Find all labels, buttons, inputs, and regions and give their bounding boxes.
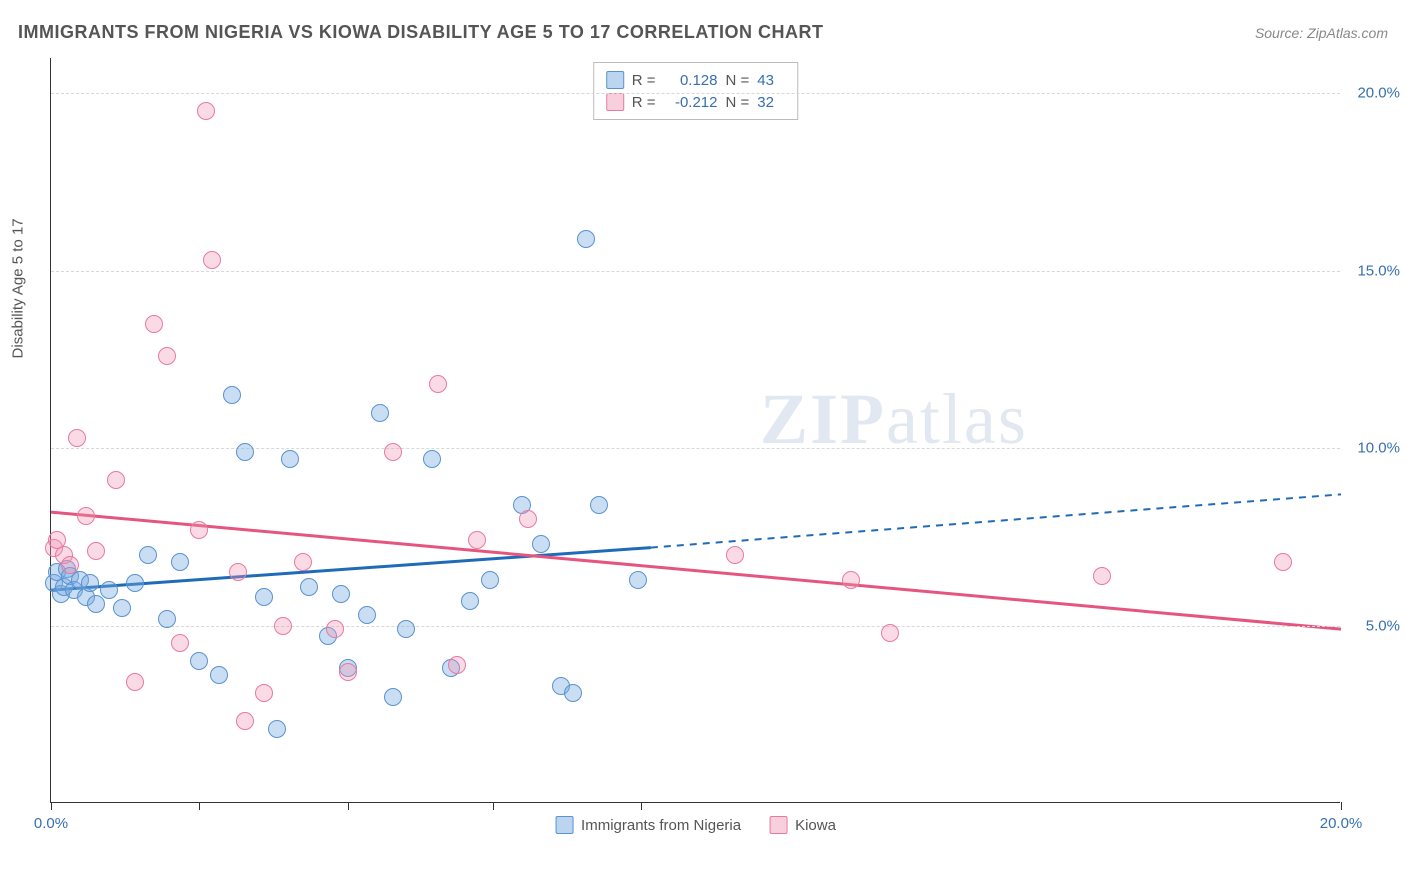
ytick-label: 10.0%: [1345, 440, 1400, 457]
data-point: [429, 375, 447, 393]
data-point: [468, 531, 486, 549]
data-point: [358, 606, 376, 624]
data-point: [126, 673, 144, 691]
data-point: [268, 720, 286, 738]
data-point: [590, 496, 608, 514]
r-value-blue: 0.128: [664, 72, 718, 89]
swatch-blue-icon: [606, 71, 624, 89]
data-point: [726, 546, 744, 564]
xtick: [641, 802, 642, 810]
gridline: [51, 271, 1340, 272]
data-point: [223, 386, 241, 404]
data-point: [171, 634, 189, 652]
data-point: [1274, 553, 1292, 571]
data-point: [384, 688, 402, 706]
data-point: [255, 588, 273, 606]
data-point: [532, 535, 550, 553]
data-point: [326, 620, 344, 638]
swatch-pink-icon: [769, 816, 787, 834]
data-point: [481, 571, 499, 589]
data-point: [332, 585, 350, 603]
data-point: [1093, 567, 1111, 585]
data-point: [77, 507, 95, 525]
legend-stats-box: R = 0.128 N = 43 R = -0.212 N = 32: [593, 62, 799, 120]
legend-item-blue: Immigrants from Nigeria: [555, 816, 741, 834]
data-point: [461, 592, 479, 610]
data-point: [190, 521, 208, 539]
r-value-pink: -0.212: [664, 94, 718, 111]
ytick-label: 20.0%: [1345, 85, 1400, 102]
xtick-label: 0.0%: [34, 815, 68, 832]
data-point: [107, 471, 125, 489]
data-point: [236, 712, 254, 730]
data-point: [87, 595, 105, 613]
n-label: N =: [726, 72, 750, 89]
data-point: [519, 510, 537, 528]
xtick: [1341, 802, 1342, 810]
plot-area: ZIPatlas R = 0.128 N = 43 R = -0.212 N =…: [50, 58, 1340, 803]
data-point: [126, 574, 144, 592]
data-point: [203, 251, 221, 269]
data-point: [448, 656, 466, 674]
xtick: [51, 802, 52, 810]
trend-lines: [51, 58, 1340, 802]
data-point: [564, 684, 582, 702]
data-point: [300, 578, 318, 596]
data-point: [384, 443, 402, 461]
data-point: [171, 553, 189, 571]
data-point: [281, 450, 299, 468]
data-point: [113, 599, 131, 617]
r-label: R =: [632, 72, 656, 89]
data-point: [339, 663, 357, 681]
n-value-pink: 32: [757, 94, 785, 111]
legend-label-blue: Immigrants from Nigeria: [581, 817, 741, 834]
data-point: [629, 571, 647, 589]
data-point: [236, 443, 254, 461]
data-point: [423, 450, 441, 468]
data-point: [68, 429, 86, 447]
gridline: [51, 626, 1340, 627]
gridline: [51, 93, 1340, 94]
data-point: [371, 404, 389, 422]
data-point: [61, 556, 79, 574]
data-point: [274, 617, 292, 635]
data-point: [210, 666, 228, 684]
data-point: [577, 230, 595, 248]
data-point: [158, 610, 176, 628]
data-point: [294, 553, 312, 571]
swatch-blue-icon: [555, 816, 573, 834]
data-point: [881, 624, 899, 642]
trend-line-dashed: [651, 494, 1341, 547]
source-attribution: Source: ZipAtlas.com: [1255, 25, 1388, 41]
data-point: [190, 652, 208, 670]
data-point: [100, 581, 118, 599]
data-point: [139, 546, 157, 564]
xtick: [348, 802, 349, 810]
r-label: R =: [632, 94, 656, 111]
data-point: [158, 347, 176, 365]
legend-label-pink: Kiowa: [795, 817, 836, 834]
data-point: [145, 315, 163, 333]
n-value-blue: 43: [757, 72, 785, 89]
y-axis-label: Disability Age 5 to 17: [10, 218, 27, 358]
data-point: [81, 574, 99, 592]
legend-item-pink: Kiowa: [769, 816, 836, 834]
xtick: [493, 802, 494, 810]
bottom-legend: Immigrants from Nigeria Kiowa: [555, 816, 836, 834]
data-point: [397, 620, 415, 638]
data-point: [197, 102, 215, 120]
xtick-label: 20.0%: [1320, 815, 1363, 832]
ytick-label: 5.0%: [1345, 617, 1400, 634]
data-point: [87, 542, 105, 560]
data-point: [842, 571, 860, 589]
ytick-label: 15.0%: [1345, 262, 1400, 279]
n-label: N =: [726, 94, 750, 111]
legend-stats-row-1: R = 0.128 N = 43: [606, 69, 786, 91]
chart-title: IMMIGRANTS FROM NIGERIA VS KIOWA DISABIL…: [18, 22, 824, 43]
swatch-pink-icon: [606, 93, 624, 111]
data-point: [229, 563, 247, 581]
xtick: [199, 802, 200, 810]
data-point: [255, 684, 273, 702]
